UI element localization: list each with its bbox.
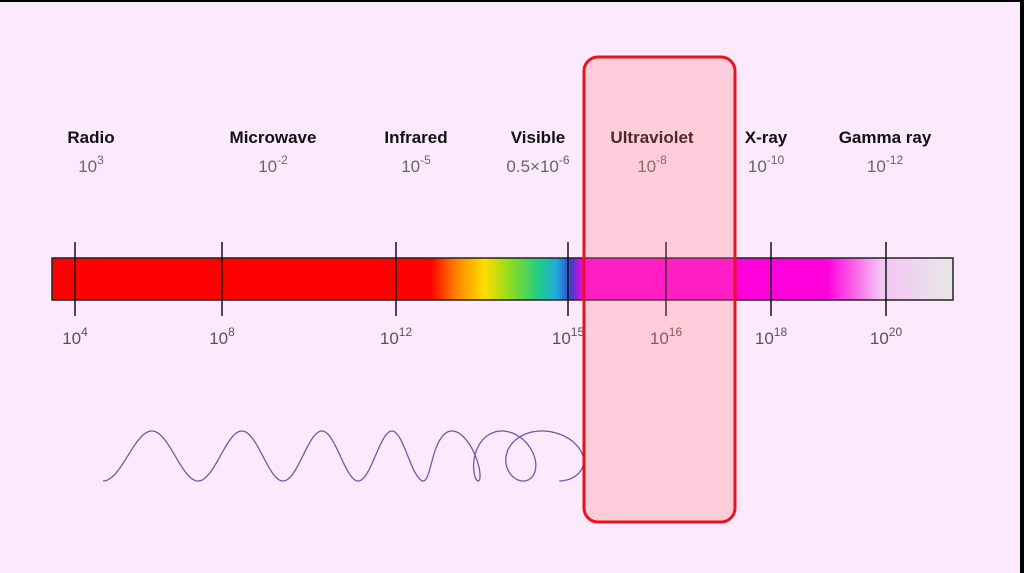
frequency-label-base: 10 — [62, 329, 81, 348]
frequency-label: 1018 — [755, 325, 788, 348]
wavelength-base: 10 — [258, 157, 277, 176]
frequency-label-exp: 12 — [399, 325, 413, 339]
frequency-label: 1015 — [552, 325, 585, 348]
highlight-box — [582, 55, 737, 524]
frequency-label: 1012 — [380, 325, 413, 348]
wavelength: 10-10 — [748, 153, 785, 176]
frequency-label-exp: 18 — [774, 325, 788, 339]
frequency-label-base: 10 — [650, 329, 669, 348]
wavelength: 10-8 — [637, 153, 667, 176]
wavelength: 10-5 — [401, 153, 431, 176]
wavelength-exp: -12 — [886, 153, 904, 167]
frequency-label: 108 — [209, 325, 235, 348]
wavelength-exp: -5 — [420, 153, 431, 167]
frequency-label-exp: 20 — [889, 325, 903, 339]
wavelength: 0.5×10-6 — [506, 153, 569, 176]
wavelength-base: 10 — [867, 157, 886, 176]
spectrum-bar — [51, 257, 954, 301]
band-name: Radio — [67, 128, 114, 147]
frequency-label: 1020 — [870, 325, 903, 348]
wavelength-exp: -8 — [656, 153, 667, 167]
frequency-label-base: 10 — [209, 329, 228, 348]
wavelength: 10-12 — [867, 153, 904, 176]
frequency-label-exp: 15 — [571, 325, 585, 339]
wavelength-base: 10 — [401, 157, 420, 176]
frequency-label: 104 — [62, 325, 88, 348]
wavelength-exp: -6 — [559, 153, 570, 167]
wavelength: 10-2 — [258, 153, 288, 176]
frequency-label-exp: 16 — [669, 325, 683, 339]
wavelength-base: 10 — [748, 157, 767, 176]
band-name: Ultraviolet — [610, 128, 693, 147]
frequency-label-base: 10 — [380, 329, 399, 348]
band-name: X-ray — [745, 128, 788, 147]
frequency-label: 1016 — [650, 325, 683, 348]
band-name: Infrared — [384, 128, 447, 147]
band-name: Visible — [511, 128, 566, 147]
frequency-label-exp: 4 — [81, 325, 88, 339]
frequency-label-base: 10 — [870, 329, 889, 348]
wavelength-base: 10 — [637, 157, 656, 176]
wave — [103, 430, 585, 482]
frequency-label-base: 10 — [755, 329, 774, 348]
wavelength: 103 — [78, 153, 104, 176]
wavelength-exp: -10 — [767, 153, 785, 167]
frequency-label-exp: 8 — [228, 325, 235, 339]
wavelength-exp: -2 — [277, 153, 288, 167]
frequency-label-base: 10 — [552, 329, 571, 348]
wavelength-base: 10 — [78, 157, 97, 176]
band-name: Microwave — [230, 128, 317, 147]
band-name: Gamma ray — [839, 128, 932, 147]
wavelength-exp: 3 — [97, 153, 104, 167]
wavelength-base: 0.5×10 — [506, 157, 558, 176]
